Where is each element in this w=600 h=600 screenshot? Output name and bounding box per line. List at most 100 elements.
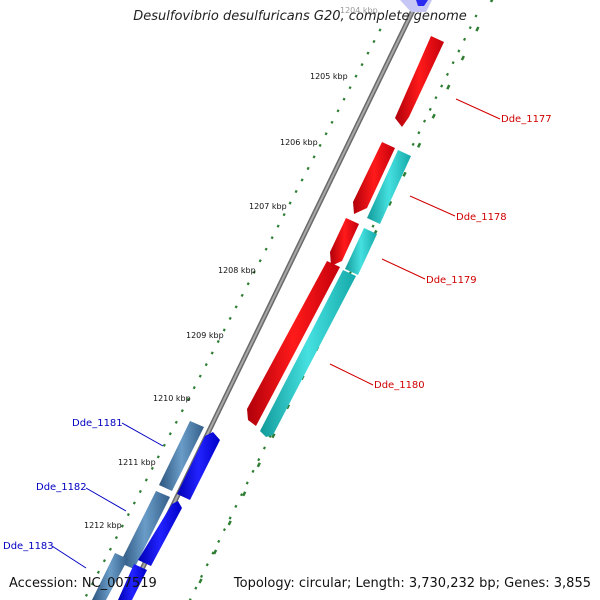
gene-dde-1183[interactable]: [92, 553, 147, 600]
kbp-label: 1206 kbp: [280, 138, 318, 147]
tick-mark: [336, 109, 340, 113]
tick-mark: [371, 224, 375, 228]
tick-mark: [318, 143, 322, 148]
tick-mark: [366, 51, 370, 55]
kbp-label: 1208 kbp: [218, 266, 256, 275]
tick-mark: [120, 524, 124, 528]
tick-mark: [192, 386, 196, 390]
tick-mark: [222, 328, 226, 332]
kbp-label: 1209 kbp: [186, 331, 224, 340]
tick-mark: [138, 489, 142, 494]
tick-mark: [216, 339, 220, 344]
tick-mark: [227, 520, 232, 526]
tick-mark: [434, 96, 438, 100]
tick-mark: [282, 213, 286, 217]
tick-mark: [354, 74, 358, 78]
gene-label-dde-1180[interactable]: Dde_1180: [374, 380, 425, 391]
tick-mark: [114, 535, 118, 540]
gene-leader-lines: [51, 98, 501, 569]
tick-mark: [463, 37, 467, 41]
tick-mark: [360, 63, 364, 67]
gene-label-dde-1177[interactable]: Dde_1177: [501, 114, 552, 125]
tick-mark: [402, 171, 407, 177]
gene-label-dde-1179[interactable]: Dde_1179: [426, 275, 477, 286]
tick-mark: [457, 49, 461, 53]
tick-mark: [312, 155, 316, 159]
tick-mark: [423, 119, 427, 123]
tick-mark: [144, 478, 148, 482]
tick-mark: [234, 305, 238, 309]
gene-label-dde-1182[interactable]: Dde_1182: [36, 482, 87, 493]
tick-mark: [222, 528, 226, 532]
tick-mark: [271, 433, 276, 439]
tick-mark: [416, 142, 422, 148]
gene-dde-1179[interactable]: [330, 218, 377, 275]
tick-mark: [198, 374, 202, 378]
gene-label-dde-1178[interactable]: Dde_1178: [456, 212, 507, 223]
tick-mark: [460, 55, 466, 61]
gene-dde-1177[interactable]: [395, 36, 444, 127]
tick-mark: [330, 120, 334, 124]
gene-labels: Dde_1177 Dde_1178 Dde_1179 Dde_1180 Dde_…: [3, 114, 552, 552]
kbp-label: 1207 kbp: [249, 202, 287, 211]
tick-mark: [258, 259, 262, 263]
tick-mark: [228, 316, 232, 321]
tick-mark: [378, 28, 382, 32]
map-title: Desulfovibrio desulfuricans G20, complet…: [133, 9, 467, 24]
tick-track-outer: [84, 28, 382, 597]
tick-mark: [445, 72, 449, 76]
gene-label-dde-1183[interactable]: Dde_1183: [3, 541, 54, 552]
tick-mark: [150, 466, 154, 470]
tick-mark: [204, 363, 208, 367]
kbp-labels: 1204 kbp 1205 kbp 1206 kbp 1207 kbp 1208…: [84, 6, 378, 530]
tick-mark: [245, 481, 249, 485]
tick-mark: [451, 61, 455, 65]
tick-mark: [234, 504, 238, 508]
tick-mark: [285, 404, 291, 410]
kbp-label: 1212 kbp: [84, 521, 122, 530]
kbp-label: 1210 kbp: [153, 394, 191, 403]
genome-backbone: [124, 0, 421, 600]
tick-mark: [411, 142, 415, 146]
tick-mark: [228, 516, 232, 520]
tick-mark: [156, 455, 160, 459]
tick-mark: [440, 84, 444, 88]
tick-mark: [102, 559, 106, 563]
gene-dde-1178[interactable]: [353, 142, 411, 224]
tick-mark: [342, 97, 346, 101]
gene-label-dde-1181[interactable]: Dde_1181: [72, 418, 123, 429]
tick-mark: [270, 236, 274, 240]
gene-dde-1180[interactable]: [247, 261, 356, 437]
tick-mark: [300, 178, 304, 182]
kbp-label: 1211 kbp: [118, 458, 156, 467]
tick-mark: [217, 539, 221, 543]
tick-mark: [174, 420, 178, 424]
gene-top-partial[interactable]: [400, 0, 432, 12]
tick-mark: [186, 397, 190, 401]
topology-summary: Topology: circular; Length: 3,730,232 bp…: [233, 576, 591, 591]
tick-mark: [262, 446, 266, 450]
tick-mark: [205, 563, 209, 567]
tick-mark: [474, 14, 478, 18]
tick-mark: [288, 201, 292, 205]
tick-mark: [348, 86, 352, 90]
tick-mark: [446, 84, 451, 90]
tick-mark: [306, 166, 310, 171]
gene-dde-1181[interactable]: [159, 421, 220, 500]
kbp-label: 1204 kbp: [340, 6, 378, 15]
tick-mark: [468, 26, 472, 30]
tick-mark: [264, 247, 268, 251]
tick-mark: [387, 200, 393, 206]
gene-dde-1182[interactable]: [120, 491, 182, 569]
tick-mark: [240, 293, 244, 298]
tick-mark: [194, 586, 198, 590]
tick-mark: [276, 224, 280, 228]
tick-mark: [246, 282, 250, 286]
tick-mark: [96, 570, 100, 574]
tick-mark: [180, 409, 184, 413]
tick-mark: [84, 593, 88, 597]
tick-mark: [212, 549, 218, 555]
tick-mark: [324, 132, 328, 136]
tick-mark: [252, 270, 256, 274]
